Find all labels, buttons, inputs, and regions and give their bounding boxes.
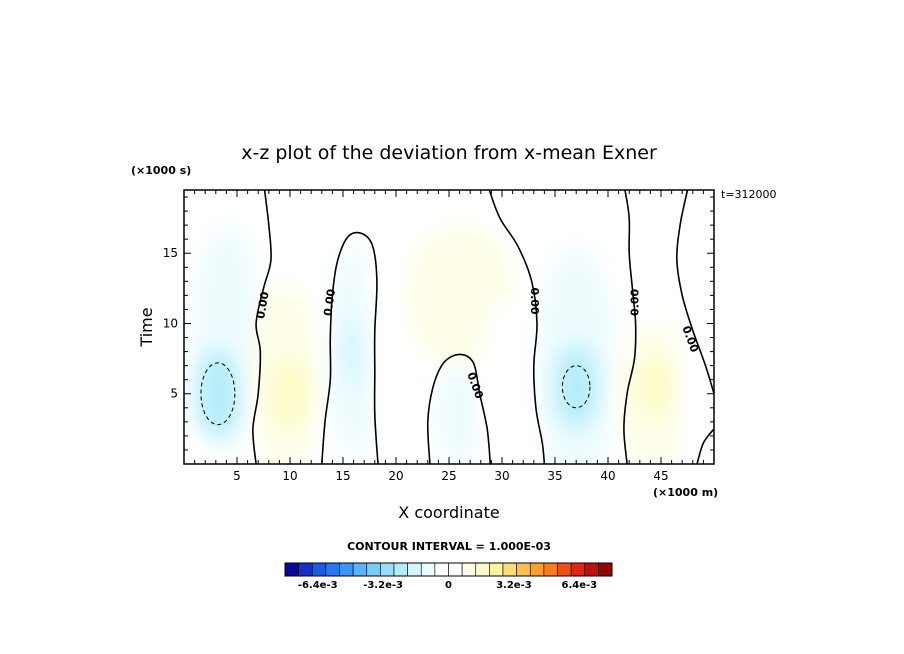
colorbar-swatch [352, 562, 368, 577]
x-tick-label: 10 [282, 469, 297, 483]
colorbar-swatch [393, 562, 408, 577]
x-tick-label: 5 [233, 469, 241, 483]
colorbar-swatch [489, 562, 504, 577]
chart-title: x-z plot of the deviation from x-mean Ex… [241, 142, 657, 164]
field-region [196, 348, 240, 439]
colorbar-swatch [420, 562, 436, 577]
y-tick-label: 5 [170, 387, 178, 401]
contour-field [184, 190, 714, 464]
zero-contour-line [696, 428, 714, 464]
field-region [613, 190, 677, 296]
y-unit-label: (×1000 s) [131, 164, 191, 177]
colorbar-swatch [529, 562, 545, 577]
colorbar-swatch [284, 562, 299, 577]
x-tick-label: 20 [388, 469, 403, 483]
x-tick-label: 40 [600, 469, 615, 483]
time-stamp: t=312000 [721, 188, 777, 201]
field-region [555, 344, 598, 429]
contour-lines [200, 190, 714, 464]
x-tick-label: 35 [547, 469, 562, 483]
colorbar-tick-label: 6.4e-3 [561, 580, 597, 591]
colorbar-swatch [543, 562, 558, 577]
x-axis-label: X coordinate [398, 503, 499, 522]
colorbar-swatch [366, 562, 381, 577]
colorbar-swatch [461, 562, 477, 577]
x-tick-label: 30 [494, 469, 509, 483]
colorbar-swatch [434, 562, 449, 577]
contour-label: 0.00 [254, 290, 272, 319]
x-tick-label: 25 [441, 469, 456, 483]
colorbar: -6.4e-3 -3.2e-3 0 3.2e-3 6.4e-3 [284, 562, 613, 591]
colorbar-swatch [475, 562, 490, 577]
zero-contour-line [623, 190, 637, 464]
field-region [343, 316, 369, 387]
zero-contour-line [321, 231, 379, 464]
zero-contour-line [676, 190, 714, 394]
y-axis-label: Time [137, 307, 156, 347]
colorbar-tick-label: 3.2e-3 [496, 580, 532, 591]
colorbar-frame [284, 562, 613, 577]
colorbar-swatch [502, 562, 517, 577]
field-region [634, 358, 677, 415]
colorbar-swatch [598, 562, 613, 577]
y-tick-label: 10 [163, 316, 178, 330]
zero-contour-line [252, 190, 272, 464]
field-region [679, 225, 714, 464]
colorbar-swatch [339, 562, 354, 577]
colorbar-swatch [407, 562, 422, 577]
negative-contour-line [200, 362, 236, 426]
negative-contour-line [561, 365, 591, 409]
contour-label: 0.00 [528, 287, 541, 314]
x-unit-label: (×1000 m) [653, 486, 718, 499]
contour-label: 0.00 [629, 288, 642, 315]
colorbar-swatch [584, 562, 599, 577]
contour-label-text: 0.00 [321, 288, 338, 317]
colorbar-tick-label: 0 [445, 580, 452, 591]
colorbar-tick-label: -3.2e-3 [363, 580, 403, 591]
colorbar-swatch [298, 562, 313, 577]
field-region [480, 295, 534, 464]
colorbar-swatch [311, 562, 327, 577]
contour-label-text: 0.00 [528, 287, 541, 314]
field-region [436, 365, 483, 464]
colorbar-swatch [380, 562, 395, 577]
colorbar-swatch [325, 562, 340, 577]
contour-label-text: 0.00 [629, 288, 642, 315]
colorbar-swatch [516, 562, 531, 577]
contour-interval-text: CONTOUR INTERVAL = 1.000E-03 [347, 540, 551, 553]
zero-contour-line [488, 190, 546, 464]
field-region [268, 358, 312, 429]
x-tick-label: 15 [335, 469, 350, 483]
y-tick-label: 15 [163, 246, 178, 260]
colorbar-swatch [557, 562, 572, 577]
contour-labels: 0.00 0.000.000.00 0.000.00 [254, 287, 701, 400]
contour-label: 0.00 [321, 288, 338, 317]
x-tick-label: 45 [653, 469, 668, 483]
colorbar-swatch [448, 562, 463, 577]
zero-contour-line [426, 353, 492, 464]
colorbar-swatch [570, 562, 586, 577]
contour-label-text: 0.00 [254, 290, 272, 319]
colorbar-tick-label: -6.4e-3 [298, 580, 338, 591]
axis-ticks: 5 10 15 20 25 30 35 40 45 5 10 15 [163, 190, 714, 483]
